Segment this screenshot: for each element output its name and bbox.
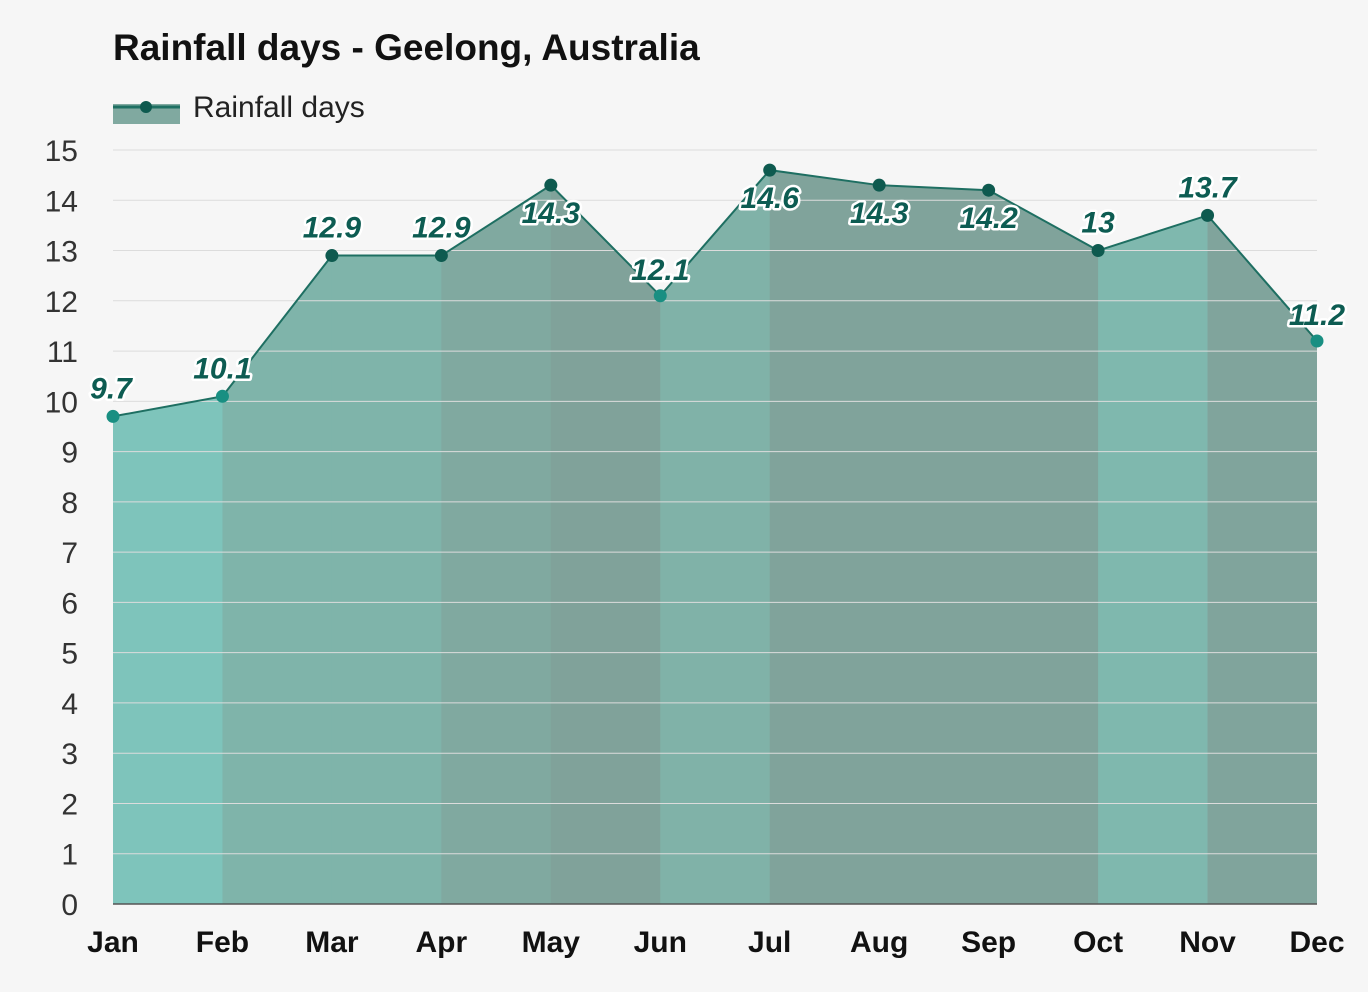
- band-nov: [1207, 170, 1317, 904]
- legend[interactable]: Rainfall days: [113, 91, 365, 124]
- point-nov: [1201, 208, 1215, 222]
- data-label-jun: 12.1: [631, 254, 689, 287]
- point-aug: [872, 178, 886, 192]
- point-sep: [982, 183, 996, 197]
- x-tick-may: May: [522, 926, 581, 959]
- y-tick-7: 7: [61, 537, 78, 570]
- legend-marker: [140, 101, 152, 113]
- data-label-may: 14.3: [522, 197, 581, 230]
- y-tick-2: 2: [61, 788, 78, 821]
- month-bands: [113, 170, 1317, 904]
- data-labels: 9.7 10.1 12.9 12.9 14.3 12.1 14.6 14.3 14.2 13 13.…: [88, 169, 1348, 408]
- point-oct: [1091, 244, 1105, 258]
- data-label-nov: 13.7: [1178, 171, 1238, 204]
- x-axis: Jan Feb Mar Apr May Jun Jul Aug Sep Oct Nov Dec: [87, 926, 1344, 959]
- x-tick-jul: Jul: [748, 926, 791, 959]
- y-tick-12: 12: [45, 286, 78, 319]
- y-tick-8: 8: [61, 487, 78, 520]
- data-label-oct: 13: [1081, 207, 1115, 240]
- y-tick-0: 0: [61, 889, 78, 922]
- y-tick-13: 13: [45, 236, 78, 269]
- band-aug: [879, 170, 990, 904]
- band-jun: [660, 170, 771, 904]
- y-tick-11: 11: [47, 336, 78, 369]
- band-sep: [988, 170, 1099, 904]
- data-label-mar: 12.9: [303, 212, 362, 245]
- x-tick-apr: Apr: [416, 926, 468, 959]
- y-tick-10: 10: [45, 386, 78, 419]
- y-tick-5: 5: [61, 638, 78, 671]
- y-tick-14: 14: [45, 185, 78, 218]
- point-jan: [106, 409, 120, 423]
- x-tick-feb: Feb: [196, 926, 249, 959]
- data-label-dec: 11.2: [1289, 299, 1345, 332]
- series-path: [112, 169, 1318, 418]
- y-tick-4: 4: [61, 688, 78, 721]
- point-may: [544, 178, 558, 192]
- point-dec: [1310, 334, 1324, 348]
- point-mar: [325, 249, 339, 263]
- series-line: [112, 169, 1318, 418]
- band-jul: [769, 170, 880, 904]
- band-oct: [1098, 170, 1209, 904]
- grid-lines: [113, 149, 1317, 905]
- point-jul: [763, 163, 777, 177]
- y-tick-9: 9: [61, 437, 78, 470]
- data-label-jul: 14.6: [741, 182, 800, 215]
- x-tick-jun: Jun: [634, 926, 687, 959]
- data-label-apr: 12.9: [412, 212, 471, 245]
- data-label-jan: 9.7: [90, 372, 133, 405]
- data-label-feb: 10.1: [193, 352, 251, 385]
- point-jun: [653, 289, 667, 303]
- band-mar: [331, 170, 442, 904]
- x-tick-nov: Nov: [1179, 926, 1236, 959]
- band-jan: [113, 170, 223, 904]
- x-tick-jan: Jan: [87, 926, 139, 959]
- x-tick-sep: Sep: [961, 926, 1016, 959]
- point-apr: [434, 249, 448, 263]
- x-tick-oct: Oct: [1073, 926, 1123, 959]
- data-label-sep: 14.2: [959, 202, 1018, 235]
- data-label-aug: 14.3: [850, 197, 909, 230]
- y-tick-1: 1: [61, 839, 78, 872]
- chart-title: Rainfall days - Geelong, Australia: [113, 27, 700, 68]
- y-tick-6: 6: [61, 587, 78, 620]
- data-points: [106, 163, 1324, 423]
- band-may: [550, 170, 661, 904]
- point-feb: [215, 389, 229, 403]
- y-tick-3: 3: [61, 738, 78, 771]
- x-tick-dec: Dec: [1289, 926, 1344, 959]
- band-apr: [441, 170, 552, 904]
- x-tick-mar: Mar: [305, 926, 359, 959]
- legend-label: Rainfall days: [193, 91, 365, 124]
- x-tick-aug: Aug: [850, 926, 908, 959]
- y-tick-15: 15: [45, 135, 78, 168]
- legend-swatch: [113, 104, 180, 124]
